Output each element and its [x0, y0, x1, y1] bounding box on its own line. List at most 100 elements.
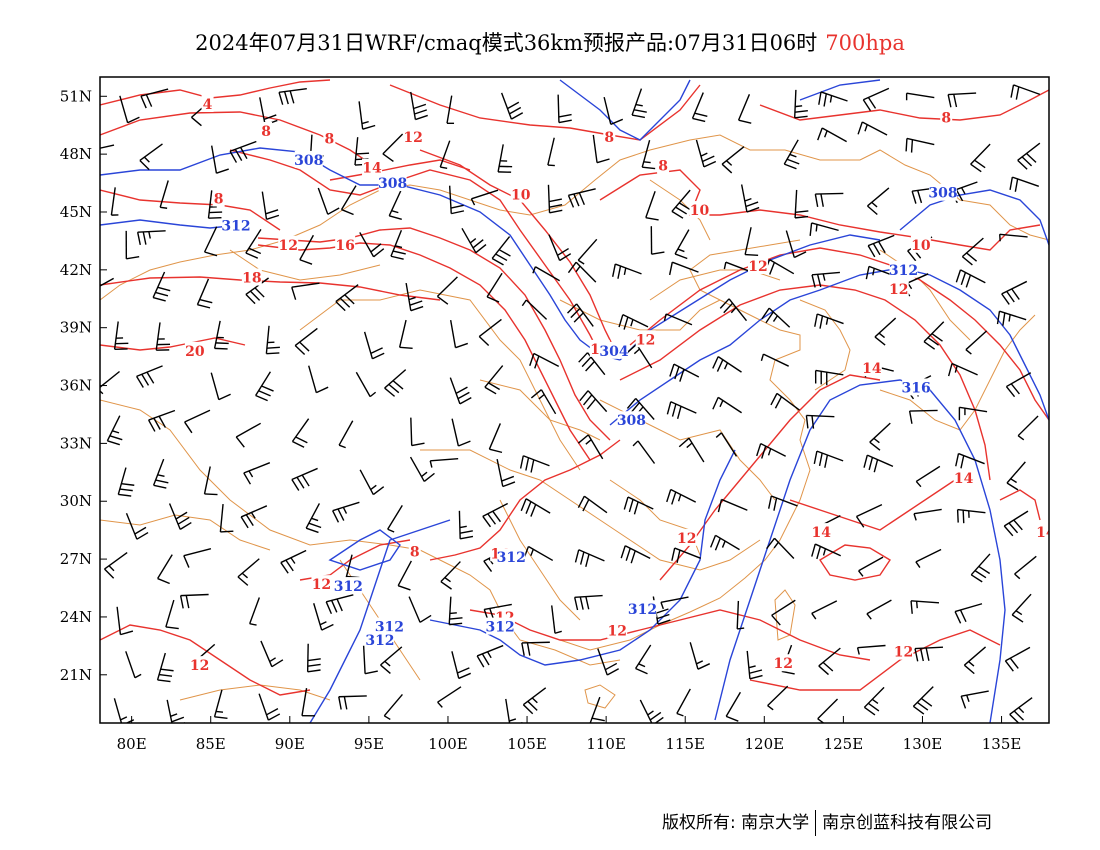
- wind-barb: [203, 466, 218, 496]
- wind-barb: [388, 190, 402, 221]
- wind-barb: [359, 469, 385, 496]
- temperature-contour-label: 8: [658, 159, 668, 175]
- height-contour-312-nw: [100, 219, 241, 229]
- wind-barb: [785, 230, 807, 259]
- height-contour-316: [714, 379, 1006, 723]
- wind-barb: [409, 456, 435, 482]
- wind-barb: [119, 95, 140, 124]
- temperature-contour-label: 14: [954, 471, 974, 487]
- wind-barb: [567, 303, 594, 327]
- temperature-contour-label: 12: [774, 656, 793, 672]
- wind-barb: [668, 261, 699, 276]
- wind-barb: [484, 365, 504, 395]
- wind-barb: [168, 503, 192, 530]
- wind-barb: [574, 549, 605, 567]
- wind-barb: [359, 232, 385, 258]
- china-west-border: [100, 399, 621, 666]
- temperature-contour-label-bg: [910, 235, 931, 253]
- wind-barb: [970, 143, 991, 173]
- height-contour-label: 312: [889, 263, 918, 279]
- temperature-contour-label: 20: [185, 344, 205, 360]
- height-contour-label-bg: [365, 631, 394, 649]
- wind-barb: [291, 282, 320, 300]
- china-outline: [100, 134, 1049, 301]
- temperature-contour-label: 18: [242, 271, 261, 287]
- wind-barb: [960, 690, 989, 709]
- temperature-contour-label-bg: [403, 127, 424, 145]
- wind-barb: [809, 222, 839, 236]
- wind-barb: [947, 362, 978, 377]
- wind-barb: [113, 321, 129, 350]
- temp-contour-12-ne: [629, 247, 1049, 421]
- temp-contour-18: [100, 276, 441, 301]
- wind-barb: [783, 139, 800, 170]
- temperature-contour-label-bg: [260, 121, 273, 139]
- temperature-contour-label: 8: [604, 130, 614, 146]
- wind-barb: [497, 144, 513, 173]
- wind-barb: [203, 226, 218, 257]
- taiwan: [774, 589, 796, 641]
- wind-barb: [641, 139, 656, 170]
- wind-barb: [817, 698, 839, 723]
- wind-barb: [862, 87, 890, 112]
- height-contour-308-ne: [799, 79, 881, 101]
- wind-barb: [689, 642, 711, 670]
- temperature-contour-label: 12: [312, 577, 331, 593]
- temperature-contour-label: 10: [511, 188, 531, 204]
- wind-barb: [240, 505, 268, 529]
- wind-barb: [712, 356, 742, 373]
- height-contour-label-bg: [628, 600, 657, 618]
- temp-contour-12-sw2: [100, 624, 311, 696]
- wind-barb: [157, 554, 173, 585]
- wind-barb: [520, 498, 551, 517]
- wind-barb: [905, 137, 935, 153]
- footer-divider: [815, 810, 817, 836]
- wind-barb: [461, 227, 487, 254]
- lat-tick-label: 39N: [60, 319, 92, 337]
- province-c: [499, 499, 581, 621]
- wind-barb: [476, 644, 504, 668]
- temperature-contour-label-bg: [747, 256, 768, 274]
- temperature-contour-label-bg: [510, 185, 531, 203]
- temperature-contour-label: 12: [894, 645, 913, 661]
- wind-barb: [261, 191, 280, 220]
- wind-barb: [335, 284, 359, 312]
- height-contour-label: 308: [928, 186, 957, 202]
- lat-tick-label: 48N: [60, 145, 92, 163]
- wind-barb: [100, 277, 114, 287]
- lon-tick-label: 130E: [903, 735, 943, 753]
- wind-barb: [152, 458, 169, 489]
- wind-barb: [660, 596, 689, 610]
- wind-barb: [760, 353, 789, 367]
- temperature-contour-label: 12: [190, 658, 209, 674]
- wind-barb: [258, 693, 281, 721]
- wind-barb: [1014, 555, 1037, 580]
- wind-barb: [547, 184, 563, 214]
- wind-barb: [645, 191, 659, 221]
- temperature-contour-label-bg: [607, 621, 628, 639]
- temp-contour-12-b: [257, 227, 611, 441]
- height-label-layer: 3083083083123123043083163123123123123123…: [221, 150, 958, 649]
- wind-barb: [817, 127, 847, 143]
- wind-barb: [970, 553, 991, 583]
- wind-barb: [631, 88, 647, 119]
- temperature-contour-label: 14: [362, 161, 382, 177]
- wind-barb: [719, 298, 748, 322]
- wind-barb: [340, 185, 357, 216]
- lon-tick-label: 80E: [117, 735, 147, 753]
- temperature-contour-label: 8: [261, 124, 271, 140]
- wind-barb: [579, 390, 608, 413]
- wind-barb: [709, 534, 740, 551]
- temperature-contour-label-bg: [1035, 523, 1049, 541]
- wind-barb: [245, 277, 269, 305]
- wind-barb: [915, 465, 941, 488]
- wind-barb: [635, 644, 652, 675]
- wind-barb: [961, 237, 984, 266]
- wind-barb: [245, 229, 262, 259]
- wind-barb: [155, 322, 171, 351]
- wind-barb: [770, 392, 800, 411]
- wind-barb: [857, 121, 888, 136]
- wind-barb: [249, 597, 261, 626]
- wind-barb: [332, 501, 360, 523]
- province-i: [100, 514, 271, 551]
